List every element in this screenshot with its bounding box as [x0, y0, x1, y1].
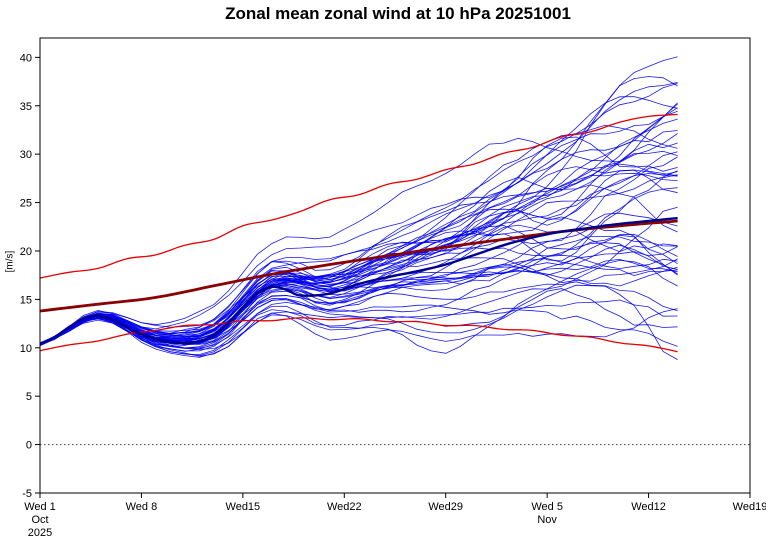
ensemble-member-line	[40, 288, 678, 358]
x-tick-sublabel: Oct	[31, 514, 48, 526]
ensemble-member-line	[40, 257, 678, 346]
x-tick-label: Wed15	[226, 501, 261, 513]
y-tick-label: -5	[22, 488, 32, 500]
y-tick-label: 30	[20, 149, 32, 161]
y-tick-label: 35	[20, 101, 32, 113]
ensemble-member-line	[40, 142, 678, 345]
y-tick-label: 5	[26, 391, 32, 403]
ensemble-mean-line	[40, 216, 678, 345]
ensemble-member-line	[40, 234, 678, 356]
ensemble-member-line	[40, 299, 678, 357]
ensemble-member-line	[40, 163, 678, 345]
y-tick-label: 10	[20, 343, 32, 355]
y-tick-label: 25	[20, 198, 32, 210]
chart-title: Zonal mean zonal wind at 10 hPa 20251001	[225, 4, 571, 23]
x-tick-sublabel: 2025	[28, 527, 52, 539]
climatological-lower-line	[40, 317, 678, 353]
ensemble-member-line	[40, 166, 678, 344]
x-tick-label: Wed29	[428, 501, 463, 513]
x-tick-label: Wed12	[631, 501, 666, 513]
x-tick-sublabel: Nov	[537, 514, 557, 526]
ensemble-member-line	[40, 151, 678, 344]
y-tick-label: 0	[26, 440, 32, 452]
y-axis: -5 0 5 10 15 20 25 30 35 40	[20, 52, 40, 500]
x-tick-label: Wed 1	[24, 501, 56, 513]
x-tick-label: Wed22	[327, 501, 362, 513]
y-tick-label: 20	[20, 246, 32, 258]
ensemble-member-line	[40, 259, 678, 354]
ensemble-member-line	[40, 136, 678, 344]
ensemble-members	[40, 56, 678, 360]
ensemble-member-line	[40, 169, 678, 344]
ensemble-member-line	[40, 107, 678, 345]
ensemble-member-line	[40, 244, 678, 345]
x-tick-label: Wed19	[733, 501, 766, 513]
y-tick-label: 40	[20, 52, 32, 64]
y-tick-label: 15	[20, 294, 32, 306]
plot-frame	[39, 37, 751, 494]
y-axis-label: [m/s]	[4, 250, 16, 273]
ensemble-member-line	[40, 298, 678, 347]
ensemble-member-line	[40, 281, 678, 345]
x-tick-label: Wed 5	[531, 501, 563, 513]
ensemble-member-line	[40, 156, 678, 348]
x-tick-label: Wed 8	[126, 501, 158, 513]
climatological-upper-line	[40, 113, 678, 279]
